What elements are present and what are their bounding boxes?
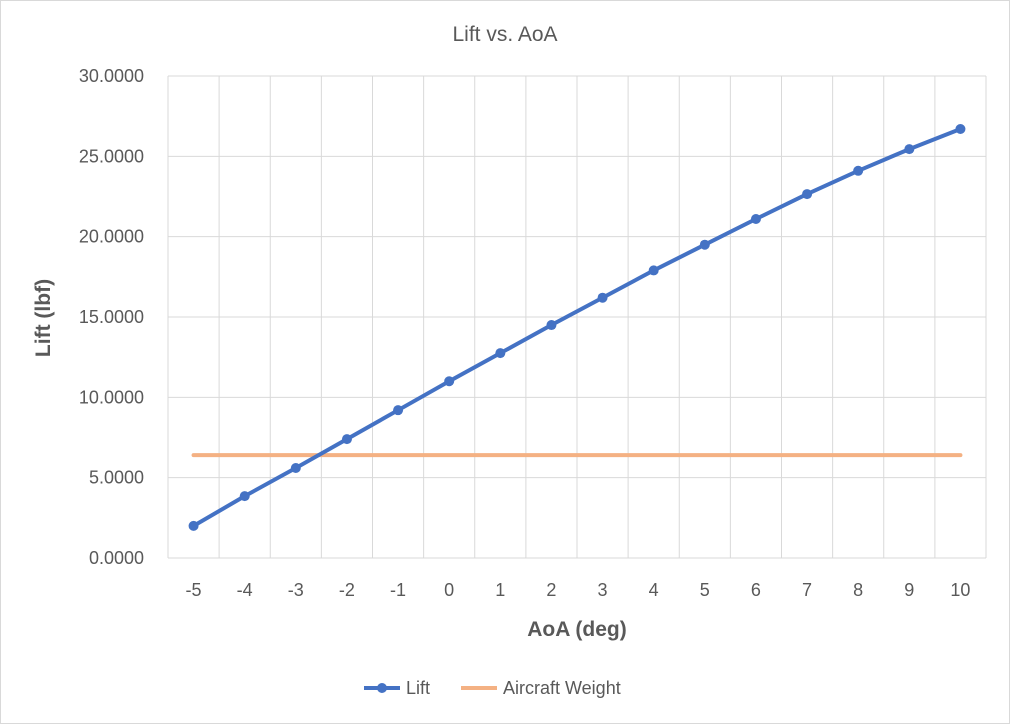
x-tick-label: 9 xyxy=(904,580,914,600)
data-point-lift xyxy=(239,491,250,502)
data-point-lift xyxy=(648,265,659,276)
y-tick-label: 10.0000 xyxy=(79,387,144,407)
data-point-lift xyxy=(955,124,966,135)
data-point-lift xyxy=(290,463,301,474)
data-point-lift xyxy=(904,144,915,155)
legend-item-aircraft-weight: Aircraft Weight xyxy=(461,678,621,698)
y-tick-label: 15.0000 xyxy=(79,307,144,327)
legend-aircraft-weight-label: Aircraft Weight xyxy=(503,678,621,698)
x-tick-label: 8 xyxy=(853,580,863,600)
data-point-lift xyxy=(393,405,404,416)
x-tick-label: 5 xyxy=(700,580,710,600)
x-axis-tick-labels: -5 -4 -3 -2 -1 0 1 2 3 4 5 6 7 8 9 10 xyxy=(186,580,971,600)
data-point-lift xyxy=(699,239,710,250)
x-tick-label: -2 xyxy=(339,580,355,600)
chart-title: Lift vs. AoA xyxy=(452,23,557,46)
x-tick-label: 2 xyxy=(546,580,556,600)
x-tick-label: 4 xyxy=(649,580,659,600)
legend-lift-label: Lift xyxy=(406,678,430,698)
data-point-lift xyxy=(750,213,761,224)
series-line-lift xyxy=(191,127,963,528)
data-point-lift xyxy=(495,348,506,359)
data-point-lift xyxy=(341,434,352,445)
data-point-lift xyxy=(546,320,557,331)
x-tick-label: 6 xyxy=(751,580,761,600)
x-tick-label: -4 xyxy=(237,580,253,600)
data-point-lift xyxy=(444,376,455,387)
legend-lift-marker-icon xyxy=(377,683,387,693)
gridlines xyxy=(167,75,987,559)
x-tick-label: 7 xyxy=(802,580,812,600)
x-tick-label: 10 xyxy=(950,580,970,600)
y-tick-label: 5.0000 xyxy=(89,468,144,488)
y-tick-label: 0.0000 xyxy=(89,548,144,568)
x-tick-label: 0 xyxy=(444,580,454,600)
y-axis-tick-labels: 0.0000 5.0000 10.0000 15.0000 20.0000 25.0000… xyxy=(79,66,144,568)
y-tick-label: 30.0000 xyxy=(79,66,144,86)
y-tick-label: 20.0000 xyxy=(79,227,144,247)
x-tick-label: -3 xyxy=(288,580,304,600)
x-tick-label: -5 xyxy=(186,580,202,600)
y-tick-label: 25.0000 xyxy=(79,146,144,166)
x-tick-label: 1 xyxy=(495,580,505,600)
y-axis-title: Lift (lbf) xyxy=(32,279,55,357)
legend: Lift Aircraft Weight xyxy=(364,678,621,698)
legend-item-lift: Lift xyxy=(364,678,430,698)
x-tick-label: 3 xyxy=(598,580,608,600)
data-point-lift xyxy=(597,292,608,303)
data-point-lift xyxy=(802,189,813,200)
data-point-lift xyxy=(188,520,199,531)
x-tick-label: -1 xyxy=(390,580,406,600)
x-axis-title: AoA (deg) xyxy=(527,618,627,641)
plot-series xyxy=(188,124,966,531)
data-point-lift xyxy=(853,165,864,176)
